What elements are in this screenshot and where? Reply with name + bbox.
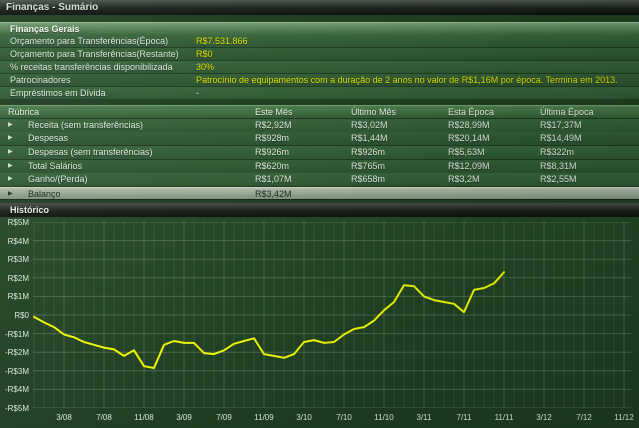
chart-y-tick-label: -R$5M (4, 404, 29, 413)
page-title: Finanças - Sumário (0, 0, 639, 15)
row-value: Patrocínio de equipamentos com a duração… (196, 75, 618, 85)
chart-x-tick-label: 11/10 (374, 413, 394, 422)
expand-arrow-icon: ▶ (8, 149, 13, 155)
row-value: R$0 (196, 49, 213, 59)
row-label: Receita (sem transferências) (28, 120, 144, 130)
table-row-despesas[interactable]: ▶ Despesas R$928m R$1,44M R$20,14M R$14,… (0, 132, 639, 146)
chart-y-tick-label: -R$4M (4, 385, 29, 395)
cell-ultima-epoca: R$17,37M (540, 120, 582, 130)
row-label: Total Salários (28, 161, 83, 171)
general-row: Patrocinadores Patrocínio de equipamento… (0, 74, 639, 87)
chart-x-tick-label: 3/10 (296, 413, 312, 422)
expand-arrow-icon: ▶ (8, 176, 13, 182)
chart-x-tick-label: 7/08 (96, 413, 112, 422)
chart-svg (33, 221, 631, 409)
general-row: Empréstimos em Dívida - (0, 87, 639, 100)
general-row: Orçamento para Transferências(Restante) … (0, 48, 639, 61)
cell-este-mes: R$2,92M (255, 120, 292, 130)
cell-esta-epoca: R$12,09M (448, 161, 490, 171)
chart-y-tick-label: R$3M (7, 255, 29, 265)
cell-este-mes: R$926m (255, 147, 290, 157)
chart-x-tick-label: 3/09 (176, 413, 192, 422)
cell-esta-epoca: R$5,63M (448, 147, 485, 157)
chart-plot-area (33, 221, 631, 409)
row-label: Despesas (28, 133, 69, 143)
chart-y-tick-label: R$0 (14, 311, 29, 320)
chart-y-tick-label: -R$3M (4, 366, 29, 376)
cell-ultima-epoca: R$8,31M (540, 161, 577, 171)
chart-x-tick-label: 3/12 (536, 413, 552, 422)
chart-y-tick-label: R$5M (7, 218, 29, 227)
row-label: Despesas (sem transferências) (28, 147, 153, 157)
chart-y-tick-label: -R$2M (4, 348, 29, 358)
row-label: Balanço (28, 189, 61, 199)
cell-ultimo-mes: R$926m (351, 147, 386, 157)
cell-ultima-epoca: R$14,49M (540, 133, 582, 143)
chart-x-tick-label: 11/11 (494, 413, 514, 422)
row-label: Orçamento para Transferências(Restante) (10, 49, 179, 59)
row-value: R$7.531.866 (196, 36, 248, 46)
cell-ultimo-mes: R$1,44M (351, 133, 388, 143)
chart-y-tick-label: R$4M (7, 236, 29, 246)
general-row: % receitas transferências disponibilizad… (0, 61, 639, 74)
chart-x-tick-label: 3/08 (56, 413, 72, 422)
cell-esta-epoca: R$3,2M (448, 174, 480, 184)
chart-y-tick-label: R$2M (7, 273, 29, 283)
row-label: Patrocinadores (10, 75, 71, 85)
chart-x-tick-label: 7/09 (216, 413, 232, 422)
cell-esta-epoca: R$28,99M (448, 120, 490, 130)
table-header-row: Rúbrica Este Mês Último Mês Esta Época Ú… (0, 105, 639, 119)
column-header-ultimo-mes: Último Mês (351, 107, 397, 117)
chart-y-tick-label: R$1M (7, 292, 29, 302)
chart-y-tick-label: -R$1M (4, 329, 29, 339)
row-label: Orçamento para Transferências(Época) (10, 36, 169, 46)
table-row-total-salarios[interactable]: ▶ Total Salários R$620m R$765m R$12,09M … (0, 160, 639, 174)
general-row: Orçamento para Transferências(Época) R$7… (0, 35, 639, 48)
expand-arrow-icon: ▶ (8, 191, 13, 197)
cell-este-mes: R$1,07M (255, 174, 292, 184)
table-row-receita[interactable]: ▶ Receita (sem transferências) R$2,92M R… (0, 119, 639, 133)
table-row-despesas-sem-transferencias[interactable]: ▶ Despesas (sem transferências) R$926m R… (0, 146, 639, 160)
chart-x-tick-label: 11/08 (134, 413, 154, 422)
chart-x-tick-label: 3/11 (416, 413, 432, 422)
column-header-rubrica: Rúbrica (8, 107, 40, 117)
expand-arrow-icon: ▶ (8, 122, 13, 128)
column-header-ultima-epoca: Última Época (540, 107, 594, 117)
chart-x-tick-label: 7/11 (456, 413, 472, 422)
cell-este-mes: R$620m (255, 161, 290, 171)
column-header-este-mes: Este Mês (255, 107, 293, 117)
balance-line-series (33, 271, 505, 369)
row-label: Ganho/(Perda) (28, 174, 88, 184)
table-row-balanco-selected[interactable]: ▶ Balanço R$3,42M (0, 187, 639, 200)
chart-x-tick-label: 11/12 (614, 413, 634, 422)
chart-x-tick-label: 7/10 (336, 413, 352, 422)
table-row-ganho-perda[interactable]: ▶ Ganho/(Perda) R$1,07M R$658m R$3,2M R$… (0, 173, 639, 187)
column-header-esta-epoca: Esta Época (448, 107, 495, 117)
cell-ultimo-mes: R$765m (351, 161, 386, 171)
chart-x-tick-label: 11/09 (254, 413, 274, 422)
cell-esta-epoca: R$20,14M (448, 133, 490, 143)
cell-ultimo-mes: R$3,02M (351, 120, 388, 130)
history-balance-chart: R$5M R$4M R$3M R$2M R$1M R$0 -R$1M -R$2M -R$3M -R… (0, 217, 639, 428)
cell-ultima-epoca: R$2,55M (540, 174, 577, 184)
cell-ultimo-mes: R$658m (351, 174, 386, 184)
row-label: Empréstimos em Dívida (10, 88, 106, 98)
row-label: % receitas transferências disponibilizad… (10, 62, 173, 72)
row-value: 30% (196, 62, 215, 72)
row-value: - (196, 88, 199, 98)
cell-este-mes: R$3,42M (255, 189, 292, 199)
section-header-financas-gerais: Finanças Gerais (0, 22, 639, 35)
cell-este-mes: R$928m (255, 133, 290, 143)
section-header-historico: Histórico (0, 203, 639, 217)
chart-x-tick-label: 7/12 (576, 413, 592, 422)
expand-arrow-icon: ▶ (8, 163, 13, 169)
expand-arrow-icon: ▶ (8, 135, 13, 141)
cell-ultima-epoca: R$322m (540, 147, 575, 157)
